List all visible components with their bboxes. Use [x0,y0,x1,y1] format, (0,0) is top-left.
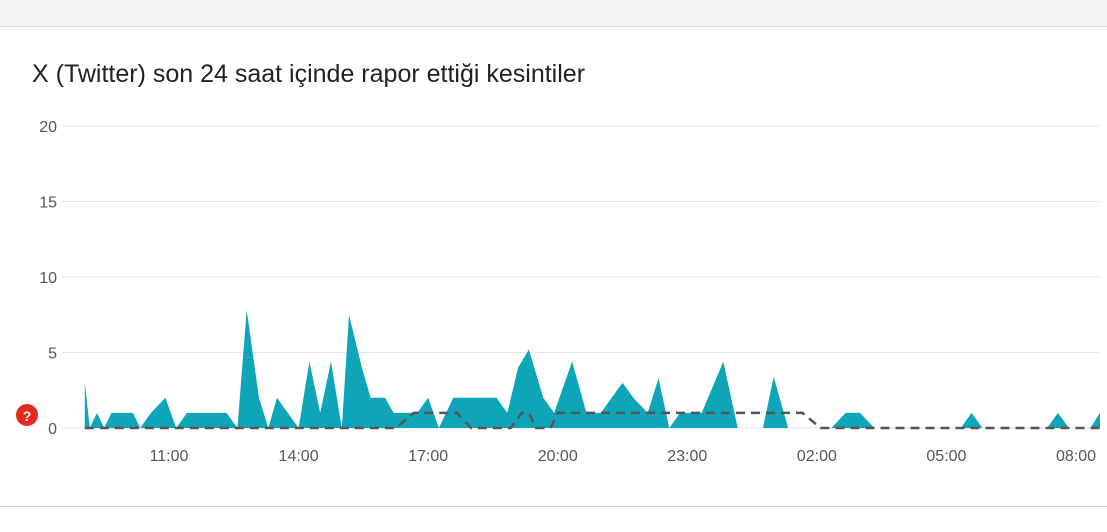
question-icon-circle [16,404,38,426]
x-tick-label: 14:00 [279,448,319,465]
y-tick-label: 10 [39,270,57,287]
question-icon: ? [23,408,32,424]
x-tick-label: 20:00 [538,448,578,465]
x-tick-label: 05:00 [926,448,966,465]
y-tick-label: 20 [39,119,57,136]
page-bottom-strip [0,507,1107,532]
card-divider [0,506,1107,507]
reports-area [84,310,1101,428]
baseline-line [84,411,1100,430]
x-tick-label: 02:00 [797,448,837,465]
y-tick-label: 0 [48,421,57,438]
x-tick-label: 08:00 [1056,448,1096,465]
x-tick-label: 17:00 [408,448,448,465]
grid-layer [62,125,1100,429]
alert-marker[interactable]: ? [16,404,38,426]
chart-title: X (Twitter) son 24 saat içinde rapor ett… [32,60,586,88]
x-tick-label: 23:00 [667,448,707,465]
x-tick-label: 11:00 [150,448,189,465]
y-axis-labels: 0 5 10 15 20 [39,119,57,438]
y-tick-label: 5 [48,346,57,363]
browser-top-strip [0,0,1107,27]
y-tick-label: 15 [39,195,57,212]
x-axis-labels: 11:00 14:00 17:00 20:00 23:00 02:00 05:00 08:00 [150,448,1097,465]
